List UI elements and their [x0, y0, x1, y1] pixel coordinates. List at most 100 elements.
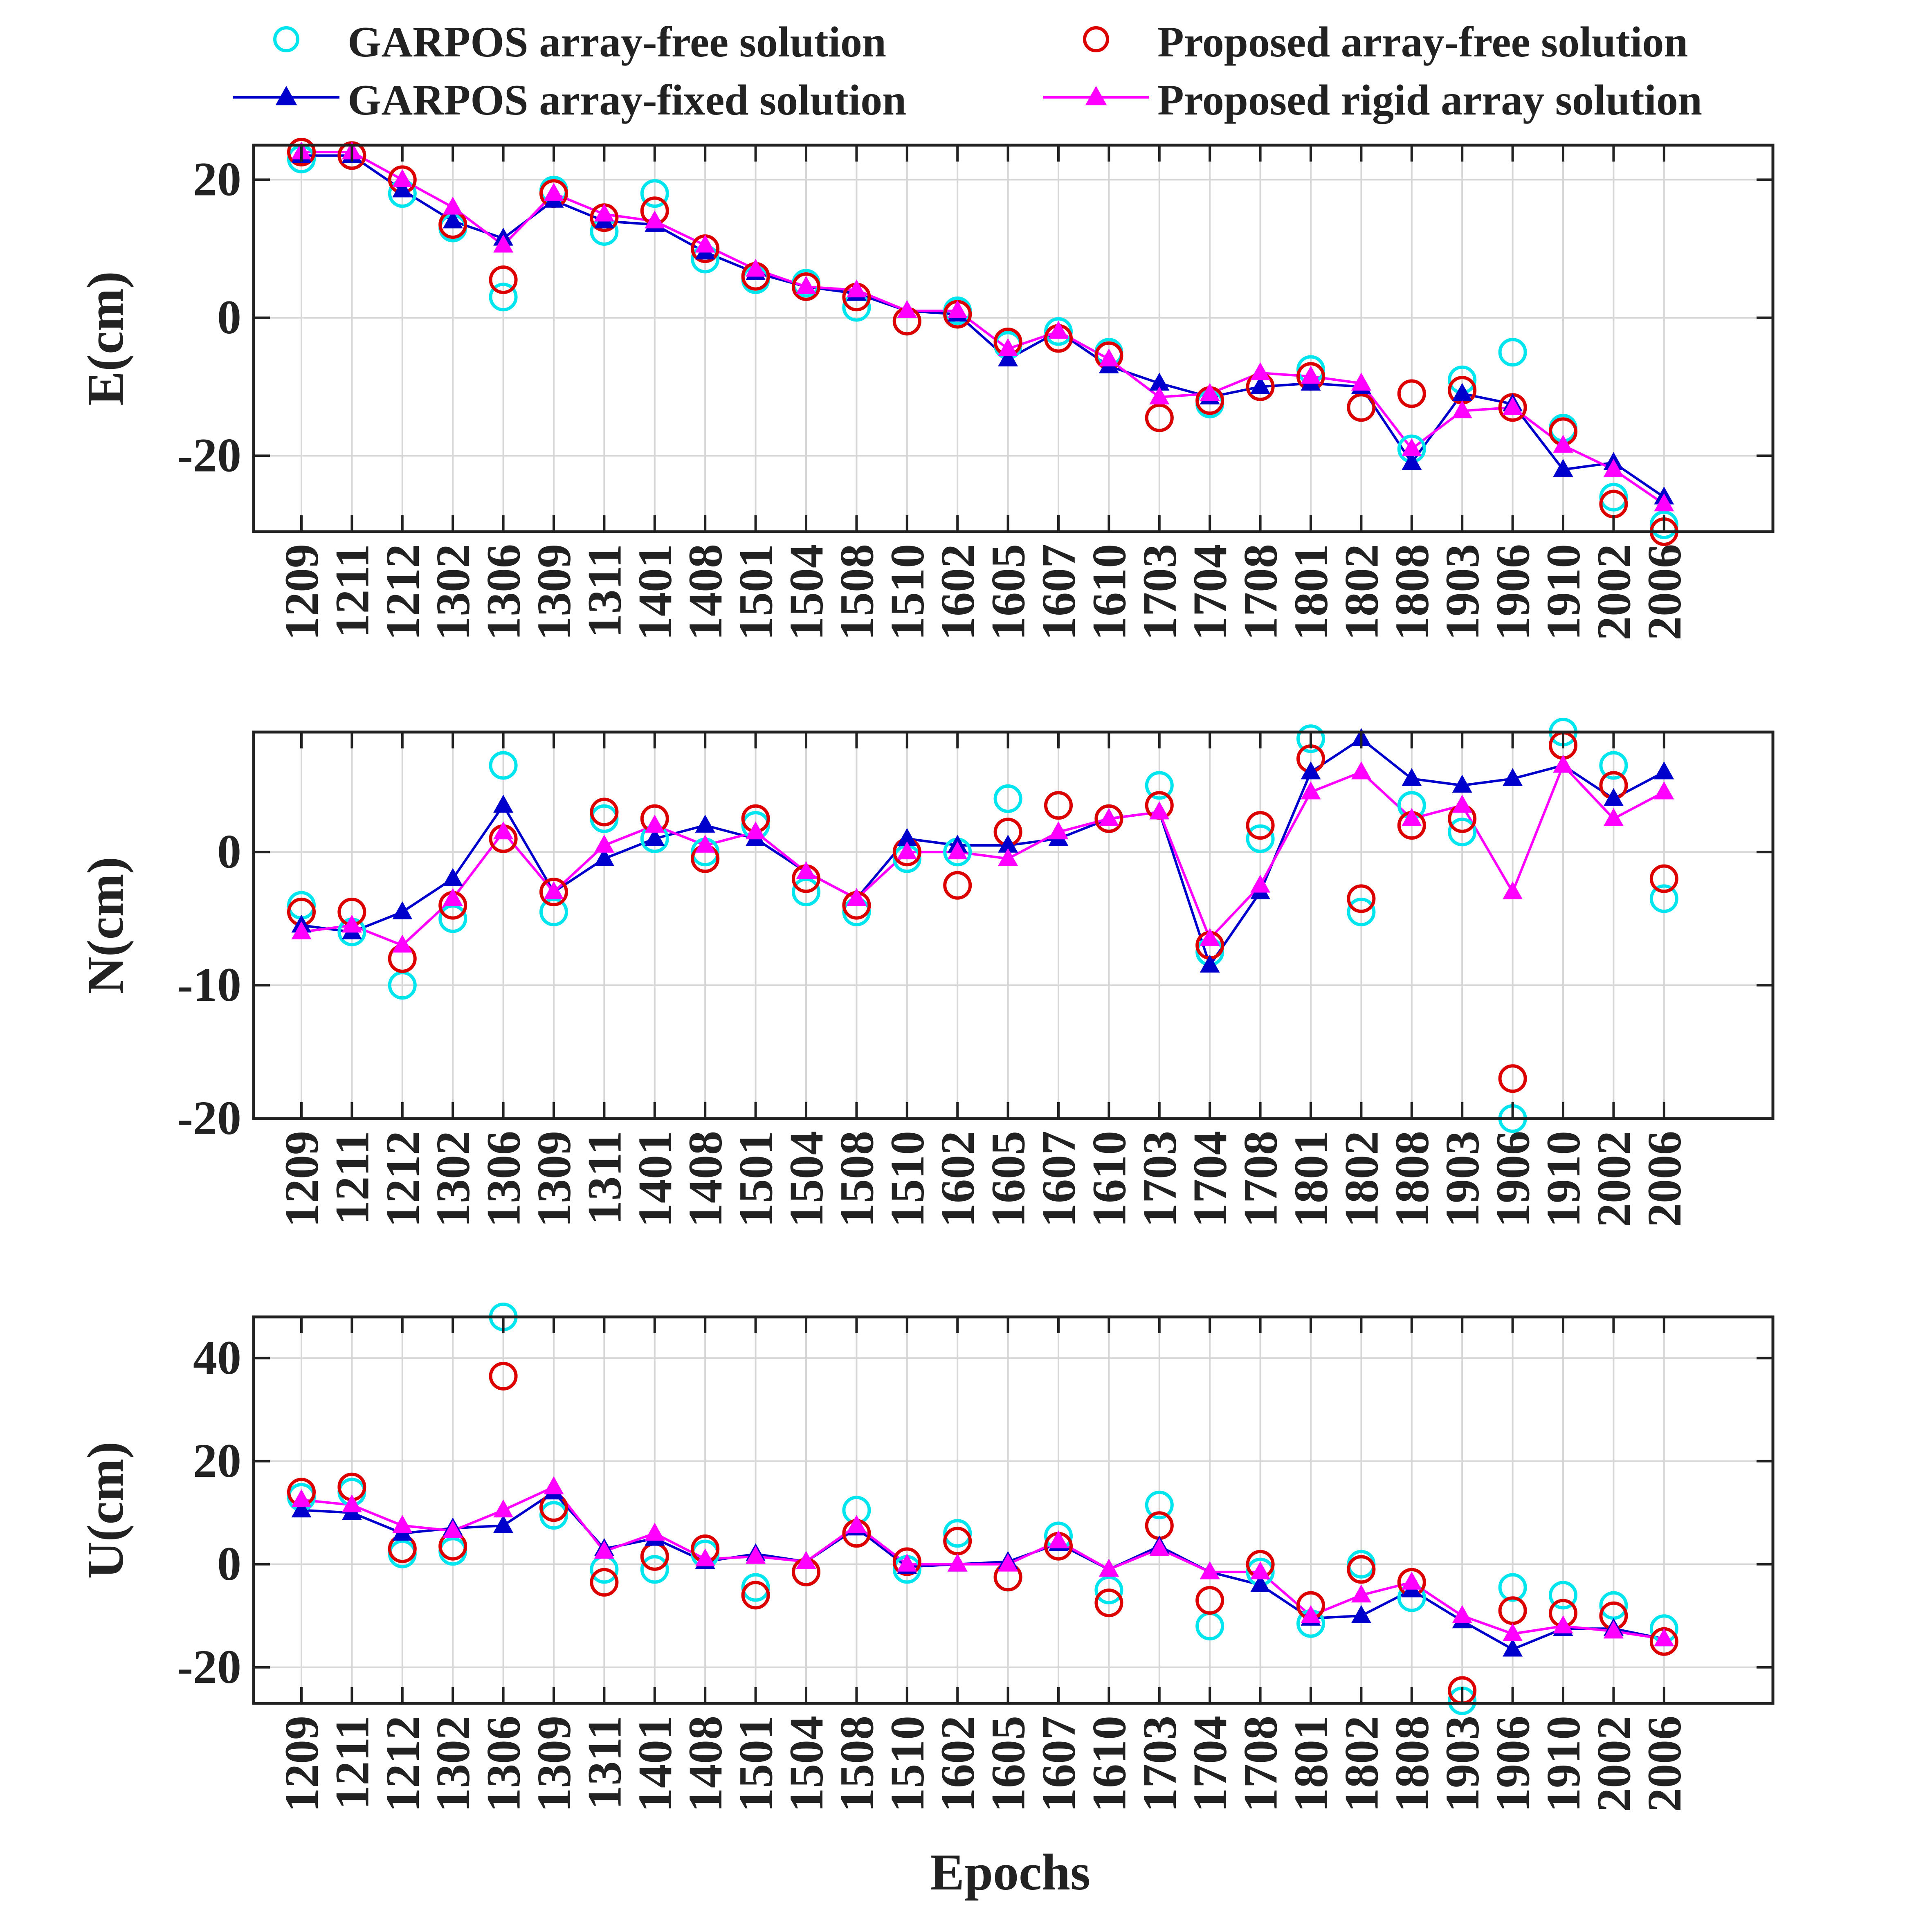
x-tick-label: 1508: [830, 1131, 883, 1227]
series-line-garpos_fixed: [301, 737, 1665, 968]
x-tick-label: 1510: [881, 1131, 934, 1227]
data-point-proposed_rigid: [1603, 1620, 1624, 1639]
data-point-proposed_free: [892, 1547, 921, 1576]
x-tick-label: 1302: [426, 1131, 480, 1227]
legend-label-proposed_rigid: Proposed rigid array solution: [1157, 76, 1702, 124]
data-point-proposed_rigid: [746, 1546, 766, 1564]
data-point-proposed_rigid: [1250, 874, 1271, 893]
x-tick-label: 1311: [577, 1716, 631, 1810]
data-point-proposed_rigid: [1402, 808, 1422, 826]
data-point-proposed_rigid: [544, 881, 564, 899]
y-tick-label: 20: [193, 1434, 241, 1487]
data-point-garpos_fixed: [1503, 1638, 1523, 1657]
data-point-proposed_rigid: [947, 1553, 968, 1572]
x-tick-label: 1602: [931, 544, 984, 640]
data-point-proposed_rigid: [947, 300, 968, 318]
data-point-proposed_rigid: [846, 279, 867, 298]
data-point-proposed_rigid: [645, 210, 665, 229]
x-tick-label: 1906: [1486, 1716, 1540, 1812]
y-tick-label: -20: [177, 1091, 241, 1145]
x-tick-label: 1802: [1334, 1131, 1388, 1227]
x-tick-label: 1607: [1032, 544, 1085, 640]
x-tick-label: 1903: [1436, 1131, 1489, 1227]
x-tick-label: 1211: [325, 1131, 379, 1225]
data-point-proposed_rigid: [1048, 1530, 1069, 1548]
x-tick-label: 1605: [982, 544, 1035, 640]
data-point-garpos_free: [438, 904, 467, 933]
data-point-proposed_rigid: [695, 834, 715, 853]
x-tick-label: 1504: [780, 544, 833, 640]
panel-frame: [252, 144, 1775, 533]
series-line-garpos_fixed: [301, 1490, 1665, 1651]
x-tick-label: 1209: [275, 544, 328, 640]
x-tick-label: 1802: [1334, 1716, 1388, 1812]
data-point-garpos_fixed: [645, 828, 665, 846]
data-point-proposed_rigid: [1402, 1571, 1422, 1590]
data-point-proposed_rigid: [493, 821, 514, 840]
data-point-proposed_free: [489, 265, 518, 294]
data-point-proposed_rigid: [341, 914, 362, 933]
data-point-proposed_rigid: [645, 815, 665, 833]
x-tick-label: 1808: [1385, 1131, 1439, 1227]
data-point-proposed_free: [1094, 804, 1123, 833]
data-point-proposed_rigid: [392, 1515, 413, 1533]
x-tick-label: 1704: [1183, 1131, 1237, 1227]
x-tick-label: 1510: [881, 544, 934, 640]
data-point-proposed_rigid: [1351, 373, 1371, 391]
data-point-proposed_rigid: [1603, 808, 1624, 826]
y-axis-title: E(cm): [77, 271, 134, 406]
data-point-garpos_free: [1044, 317, 1073, 346]
x-tick-label: 1504: [780, 1131, 833, 1227]
data-point-proposed_rigid: [1553, 755, 1573, 773]
legend-label-proposed_free: Proposed array-free solution: [1157, 18, 1688, 66]
data-point-proposed_rigid: [1351, 1584, 1371, 1603]
data-point-proposed_free: [1347, 393, 1376, 422]
x-tick-label: 1910: [1537, 1131, 1590, 1227]
data-point-garpos_free: [590, 804, 619, 833]
y-tick-label: -20: [177, 1640, 241, 1694]
data-point-garpos_fixed: [594, 848, 614, 866]
data-point-proposed_rigid: [1099, 1559, 1119, 1577]
data-point-proposed_rigid: [1654, 1628, 1674, 1647]
data-point-proposed_rigid: [594, 834, 614, 853]
data-point-proposed_rigid: [998, 848, 1018, 866]
legend-marker-proposed_free: [1083, 26, 1109, 52]
data-point-garpos_fixed: [1250, 1574, 1271, 1592]
legend-item-proposed_free: Proposed array-free solution: [1083, 18, 1688, 66]
data-point-proposed_rigid: [796, 276, 816, 294]
x-tick-label: 1501: [729, 544, 783, 640]
data-point-proposed_rigid: [1301, 366, 1321, 384]
data-point-proposed_rigid: [1149, 801, 1170, 820]
x-tick-label: 1504: [780, 1716, 833, 1812]
x-tick-label: 2002: [1587, 544, 1640, 640]
data-point-garpos_free: [489, 283, 518, 312]
data-point-garpos_fixed: [1553, 459, 1573, 477]
data-point-proposed_rigid: [341, 1494, 362, 1512]
x-tick-label: 1704: [1183, 544, 1237, 640]
x-tick-label: 1401: [628, 544, 682, 640]
y-tick-label: -10: [177, 958, 241, 1011]
data-point-proposed_rigid: [1250, 1561, 1271, 1579]
panel-background: [254, 145, 1773, 532]
y-tick-label: 0: [217, 290, 241, 344]
data-point-garpos_free: [1296, 724, 1325, 753]
x-tick-label: 1309: [527, 1131, 581, 1227]
data-point-proposed_free: [1044, 791, 1073, 820]
data-point-proposed_rigid: [695, 1548, 715, 1566]
data-point-proposed_free: [1347, 1555, 1376, 1584]
panel-1: -20-100120912111212130213061309131114011…: [77, 718, 1775, 1227]
panel-frame: [252, 730, 1775, 1120]
x-tick-label: 1309: [527, 1716, 581, 1812]
data-point-proposed_rigid: [1553, 435, 1573, 453]
data-point-proposed_rigid: [1654, 493, 1674, 512]
data-point-proposed_free: [1094, 1588, 1123, 1617]
x-tick-label: 1605: [982, 1716, 1035, 1812]
panel-0: -20 0 20 1209121112121302130613091311140114…: [77, 137, 1775, 640]
x-tick-label: 1306: [477, 1716, 530, 1812]
data-point-garpos_fixed: [291, 1499, 312, 1518]
data-point-proposed_free: [943, 871, 972, 900]
x-tick-label: 2002: [1587, 1131, 1640, 1227]
x-tick-label: 1401: [628, 1131, 682, 1227]
data-point-proposed_rigid: [291, 1489, 312, 1507]
data-point-garpos_free: [489, 751, 518, 780]
